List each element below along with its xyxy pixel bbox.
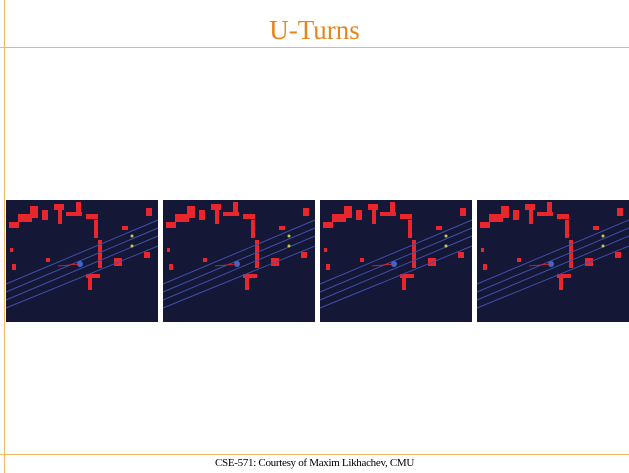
footer-rule [0,454,629,455]
image-strip [0,195,629,335]
image-panel [320,200,472,322]
slide-footer: CSE-571: Courtesy of Maxim Likhachev, CM… [0,456,629,470]
image-panel [477,200,629,322]
image-panel [6,200,158,322]
slide-title: U-Turns [0,14,629,46]
title-rule [0,47,629,48]
slide: U-Turns [0,0,629,473]
image-panel [163,200,315,322]
